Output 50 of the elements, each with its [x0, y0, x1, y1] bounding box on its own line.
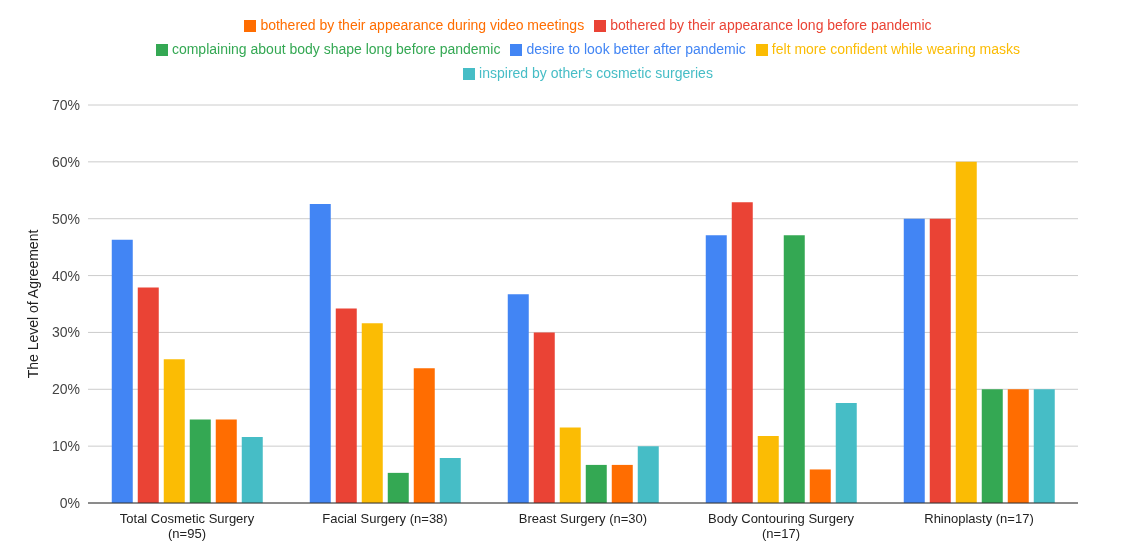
bar	[1033, 389, 1055, 503]
bar	[731, 202, 753, 503]
x-tick-label: Breast Surgery (n=30)	[518, 511, 648, 526]
x-tick-label: Total Cosmetic Surgery (n=95)	[119, 511, 255, 541]
bar	[835, 402, 857, 503]
bar	[757, 435, 779, 503]
bar	[361, 323, 383, 503]
y-tick-label: 50%	[51, 210, 80, 227]
legend-label: bothered by their appearance during video meetings	[260, 17, 585, 33]
bar	[637, 446, 659, 503]
y-tick-label: 70%	[51, 96, 80, 113]
bar	[111, 239, 133, 503]
bar	[533, 332, 555, 503]
bar	[507, 294, 529, 503]
bar	[611, 464, 633, 503]
bar	[585, 464, 607, 503]
legend-label: complaining about body shape long before pandemic	[171, 41, 501, 57]
bar	[903, 218, 925, 503]
y-tick-label: 60%	[51, 153, 80, 170]
bar	[705, 235, 727, 503]
legend-label: bothered by their appearance long before pandemic	[610, 17, 932, 33]
y-tick-label: 40%	[51, 267, 80, 284]
y-tick-label: 30%	[51, 324, 80, 341]
bar	[929, 218, 951, 503]
bar	[309, 203, 331, 503]
bar	[215, 419, 237, 503]
bar	[981, 389, 1003, 503]
legend-label: felt more confident while wearing masks	[771, 41, 1021, 57]
y-axis-title: The Level of Agreement	[24, 229, 41, 379]
bar	[189, 419, 211, 503]
bar	[1007, 389, 1029, 503]
bar	[559, 427, 581, 503]
y-tick-label: 20%	[51, 381, 80, 398]
bar	[241, 437, 263, 503]
bar	[387, 472, 409, 503]
x-tick-label: Rhinoplasty (n=17)	[924, 511, 1034, 526]
legend-label: inspired by other's cosmetic surgeries	[479, 65, 713, 81]
bar	[163, 359, 185, 503]
bar	[955, 161, 977, 503]
bar	[783, 235, 805, 503]
bar	[413, 368, 435, 503]
x-tick-label: Facial Surgery (n=38)	[322, 511, 448, 526]
x-tick-label: Body Contouring Surgery (n=17)	[708, 511, 855, 541]
y-tick-label: 10%	[51, 438, 80, 455]
y-tick-label: 0%	[59, 494, 80, 511]
bar	[335, 308, 357, 503]
bar	[439, 458, 461, 503]
legend-label: desire to look better after pandemic	[526, 41, 746, 57]
bar	[137, 287, 159, 503]
bar	[809, 469, 831, 503]
